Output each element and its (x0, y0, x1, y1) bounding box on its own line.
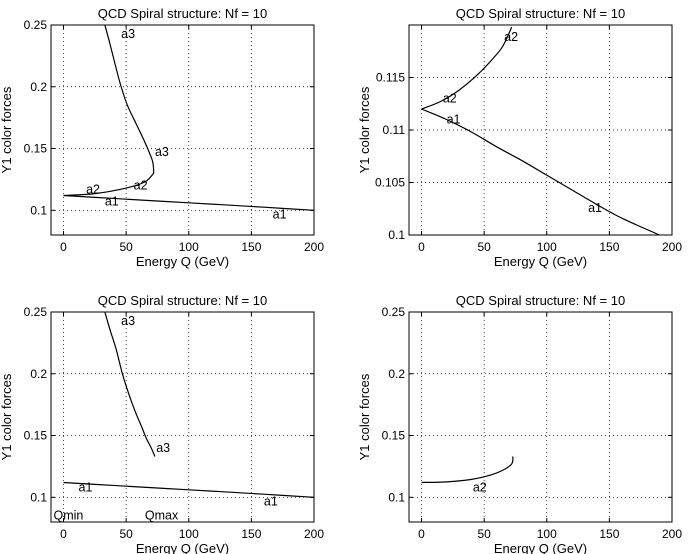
series-line-a2 (421, 456, 514, 484)
x-tick-label: 100 (179, 527, 199, 541)
x-tick-label: 0 (418, 527, 425, 541)
y-tick-label: 0.2 (30, 367, 47, 381)
plot-area (408, 24, 673, 236)
annotation-a2: a2 (473, 481, 487, 495)
chart-title: QCD Spiral structure: Nf = 10 (456, 293, 625, 308)
y-tick-label: 0.1 (388, 228, 405, 242)
y-tick-label: 0.15 (382, 429, 406, 443)
y-tick-label: 0.2 (388, 367, 405, 381)
annotation-a3: a3 (121, 314, 135, 328)
annotation-qmax: Qmax (145, 509, 179, 523)
x-tick-label: 200 (662, 240, 682, 254)
series-line-a1 (421, 108, 660, 235)
x-tick-label: 0 (60, 240, 67, 254)
x-axis-label: Energy Q (GeV) (136, 254, 229, 269)
x-tick-label: 50 (477, 240, 491, 254)
chart-panel-3: 0 50 100 150 200 0.1 0.15 0.2 0.25 QCD Spiral str… (0, 293, 324, 554)
x-axis-label: Energy Q (GeV) (494, 254, 587, 269)
y-tick-label: 0.2 (30, 80, 47, 94)
x-tick-label: 150 (599, 527, 619, 541)
x-tick-label: 200 (304, 240, 324, 254)
y-axis-label: Y1 color forces (0, 86, 14, 173)
annotation-a2: a2 (443, 92, 457, 106)
x-tick-label: 0 (60, 527, 67, 541)
annotation-a3: a3 (121, 27, 135, 41)
annotation-a2: a2 (86, 183, 100, 197)
series-line-a2 (63, 172, 155, 197)
x-tick-label: 150 (599, 240, 619, 254)
y-tick-label: 0.1 (30, 203, 47, 217)
annotation-a1: a1 (447, 113, 461, 127)
annotation-a2: a2 (134, 178, 148, 192)
x-axis-label: Energy Q (GeV) (136, 541, 229, 554)
chart-panel-1: 0 50 100 150 200 0.1 0.15 0.2 0.25 QCD Spiral str… (0, 6, 324, 269)
series-line-a1 (63, 194, 314, 211)
annotation-a1: a1 (273, 207, 287, 221)
series-line-a2 (421, 26, 513, 110)
y-tick-label: 0.11 (383, 123, 406, 137)
series-line-a3 (104, 25, 155, 174)
y-axis-label: Y1 color forces (0, 373, 14, 460)
series-line-a3 (104, 312, 156, 457)
x-tick-label: 150 (241, 240, 261, 254)
y-axis-label: Y1 color forces (357, 86, 372, 173)
x-tick-label: 100 (179, 240, 199, 254)
y-tick-label: 0.105 (375, 176, 405, 190)
annotation-a2: a2 (504, 30, 518, 44)
x-tick-label: 200 (304, 527, 324, 541)
x-tick-label: 50 (119, 240, 133, 254)
y-axis-label: Y1 color forces (357, 373, 372, 460)
x-tick-label: 50 (119, 527, 133, 541)
y-tick-label: 0.1 (30, 490, 47, 504)
plot-area (50, 311, 315, 523)
annotation-a1: a1 (588, 201, 602, 215)
y-tick-label: 0.25 (382, 305, 406, 319)
y-tick-label: 0.115 (376, 71, 405, 85)
x-tick-label: 50 (477, 527, 491, 541)
chart-title: QCD Spiral structure: Nf = 10 (98, 293, 267, 308)
annotation-qmin: Qmin (54, 509, 84, 523)
y-tick-label: 0.15 (24, 142, 48, 156)
y-tick-label: 0.25 (24, 18, 48, 32)
annotation-a1: a1 (79, 481, 93, 495)
x-tick-label: 100 (537, 240, 557, 254)
x-tick-label: 150 (241, 527, 261, 541)
x-tick-label: 0 (418, 240, 425, 254)
y-tick-label: 0.1 (388, 490, 405, 504)
plot-area (50, 24, 315, 236)
annotation-a3: a3 (155, 145, 169, 159)
chart-title: QCD Spiral structure: Nf = 10 (98, 6, 267, 21)
series-line-a1 (63, 481, 314, 498)
annotation-a1: a1 (264, 494, 278, 508)
chart-panel-2: 0 50 100 150 200 0.1 0.105 0.11 0.115 QCD Spiral … (357, 6, 682, 269)
y-tick-label: 0.15 (24, 429, 48, 443)
annotation-a3: a3 (156, 441, 170, 455)
annotation-a1: a1 (105, 194, 119, 208)
chart-panel-4: 0 50 100 150 200 0.1 0.15 0.2 0.25 QCD Spiral str… (357, 293, 682, 554)
x-tick-label: 100 (537, 527, 557, 541)
x-tick-label: 200 (662, 527, 682, 541)
chart-title: QCD Spiral structure: Nf = 10 (456, 6, 625, 21)
plot-area (408, 311, 673, 523)
x-axis-label: Energy Q (GeV) (494, 541, 587, 554)
y-tick-label: 0.25 (24, 305, 48, 319)
